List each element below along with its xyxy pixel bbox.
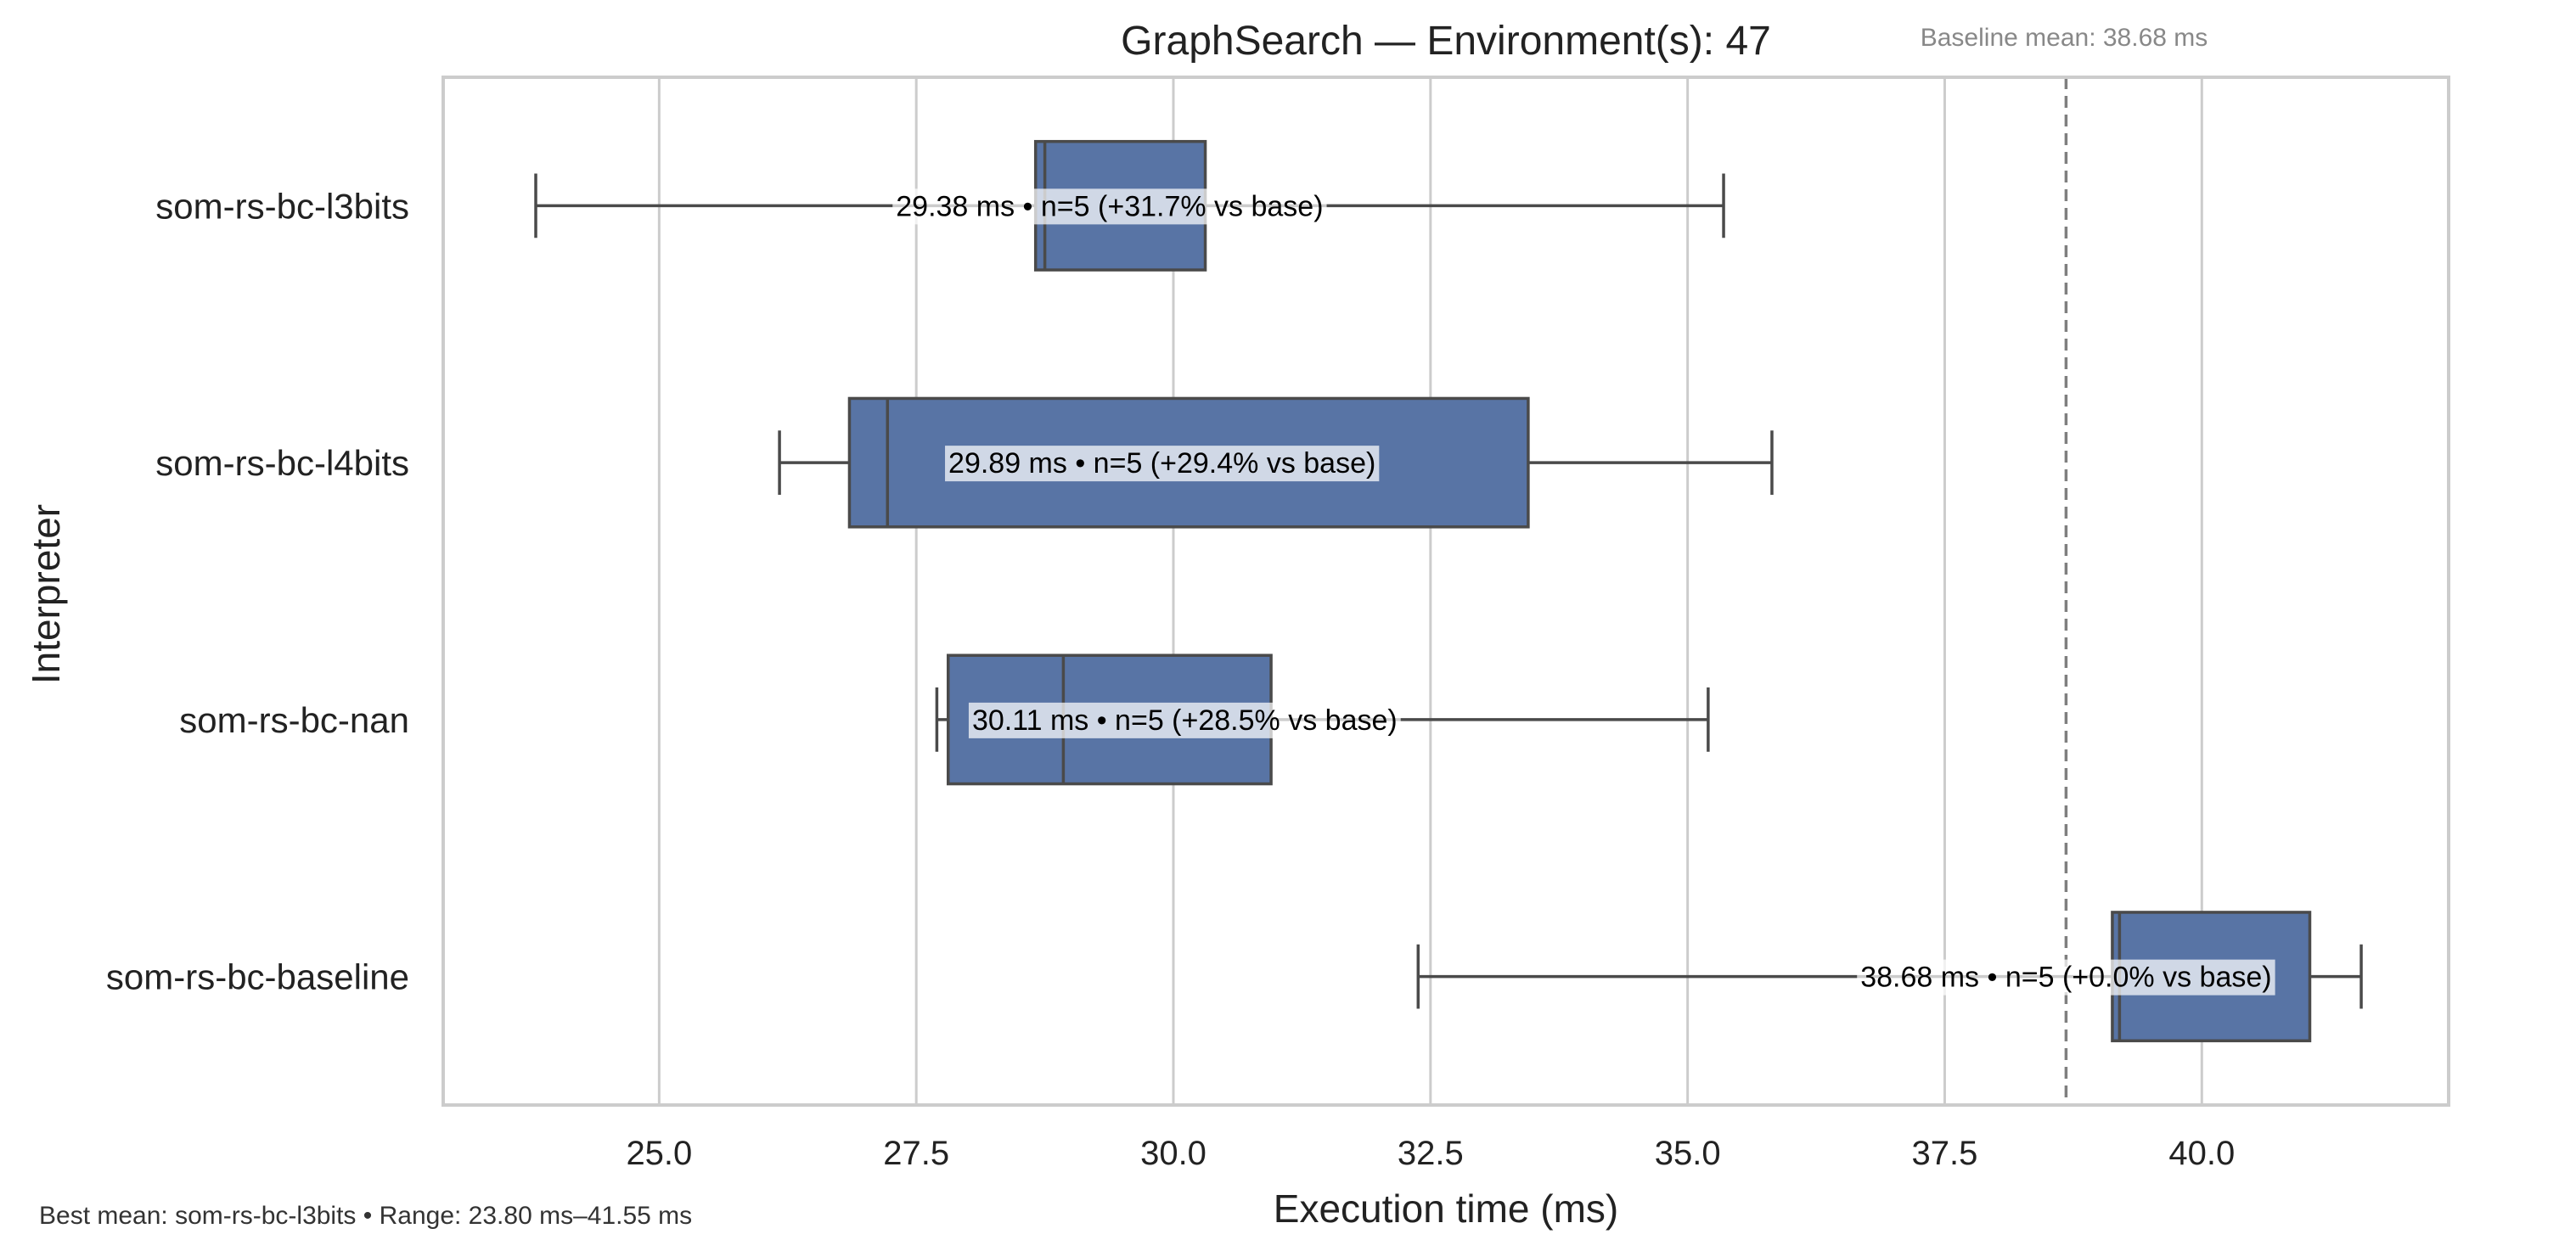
mean-annotation: 38.68 ms • n=5 (+0.0% vs base)	[1857, 959, 2275, 996]
annotation-background	[1857, 959, 2275, 996]
x-tick-label: 25.0	[626, 1135, 692, 1172]
annotation-text: 29.38 ms • n=5 (+31.7% vs base)	[896, 190, 1323, 222]
mean-annotation: 30.11 ms • n=5 (+28.5% vs base)	[968, 702, 1401, 738]
annotation-background	[945, 446, 1380, 482]
annotation-text: 29.89 ms • n=5 (+29.4% vs base)	[948, 447, 1375, 480]
y-tick-labels: som-rs-bc-l3bits som-rs-bc-l4bits som-rs-b…	[106, 186, 409, 996]
y-tick-label: som-rs-bc-l4bits	[155, 443, 409, 483]
annotation-text: 38.68 ms • n=5 (+0.0% vs base)	[1860, 962, 2271, 994]
x-tick-label: 27.5	[883, 1135, 949, 1172]
mean-annotations: 29.38 ms • n=5 (+31.7% vs base) 29.89 ms …	[892, 188, 2275, 996]
x-tick-label: 32.5	[1398, 1135, 1464, 1172]
mean-annotation: 29.89 ms • n=5 (+29.4% vs base)	[945, 446, 1380, 482]
x-tick-labels: 25.0 27.5 30.0 32.5 35.0 37.5 40.0	[626, 1135, 2235, 1172]
chart-title: GraphSearch — Environment(s): 47	[1121, 19, 1771, 64]
x-axis-title: Execution time (ms)	[1274, 1186, 1618, 1231]
annotation-text: 30.11 ms • n=5 (+28.5% vs base)	[972, 704, 1398, 737]
x-tick-label: 35.0	[1655, 1135, 1721, 1172]
annotation-background	[892, 188, 1327, 225]
baseline-label: Baseline mean: 38.68 ms	[1921, 24, 2208, 52]
x-tick-label: 40.0	[2168, 1135, 2235, 1172]
y-tick-label: som-rs-bc-nan	[179, 700, 409, 740]
footer-summary: Best mean: som-rs-bc-l3bits • Range: 23.…	[39, 1202, 692, 1230]
mean-annotation: 29.38 ms • n=5 (+31.7% vs base)	[892, 188, 1327, 225]
annotation-background	[968, 702, 1401, 738]
x-tick-label: 37.5	[1912, 1135, 1978, 1172]
y-axis-title: Interpreter	[24, 504, 68, 684]
plot-frame	[442, 76, 2450, 1107]
y-tick-label: som-rs-bc-baseline	[106, 957, 409, 997]
x-tick-label: 30.0	[1140, 1135, 1206, 1172]
y-tick-label: som-rs-bc-l3bits	[155, 186, 409, 226]
